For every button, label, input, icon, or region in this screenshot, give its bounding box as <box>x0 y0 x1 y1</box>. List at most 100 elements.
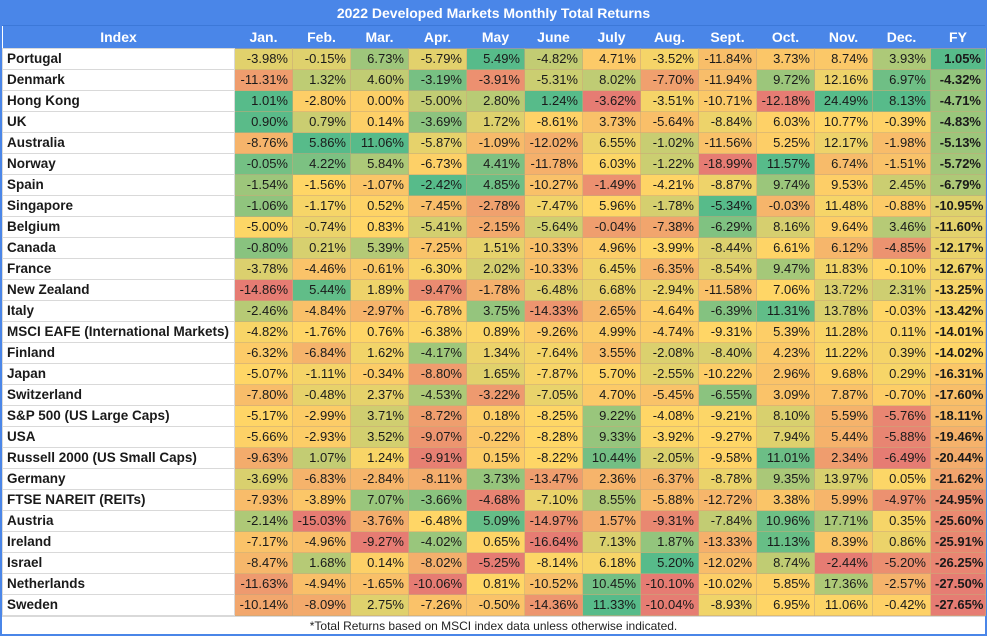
monthly-return-cell: -8.78% <box>698 468 757 490</box>
table-row: New Zealand -14.86% 5.44% 1.89% -9.47% -1.78%… <box>2 279 986 301</box>
monthly-return-cell: -1.17% <box>292 195 351 217</box>
monthly-return-cell: 0.65% <box>466 531 525 553</box>
monthly-return-cell: 10.45% <box>582 573 641 595</box>
monthly-return-cell: -2.42% <box>408 174 467 196</box>
monthly-return-cell: -14.33% <box>524 300 583 322</box>
monthly-return-cell: 1.07% <box>292 447 351 469</box>
monthly-return-cell: -0.70% <box>872 384 931 406</box>
monthly-return-cell: 6.55% <box>582 132 641 154</box>
table-row: France -3.78% -4.46% -0.61% -6.30% 2.02% -10.3… <box>2 258 986 280</box>
monthly-return-cell: 6.12% <box>814 237 873 259</box>
monthly-return-cell: -2.99% <box>292 405 351 427</box>
monthly-return-cell: -3.69% <box>408 111 467 133</box>
monthly-return-cell: -9.91% <box>408 447 467 469</box>
monthly-return-cell: 11.22% <box>814 342 873 364</box>
monthly-return-cell: -6.37% <box>640 468 699 490</box>
monthly-return-cell: 17.36% <box>814 573 873 595</box>
monthly-return-cell: 0.52% <box>350 195 409 217</box>
monthly-return-cell: 8.55% <box>582 489 641 511</box>
fy-return-cell: -21.62% <box>930 468 986 490</box>
index-name-cell: S&P 500 (US Large Caps) <box>2 405 235 427</box>
monthly-return-cell: -4.68% <box>466 489 525 511</box>
monthly-return-cell: 5.99% <box>814 489 873 511</box>
index-name-cell: France <box>2 258 235 280</box>
monthly-return-cell: 0.86% <box>872 531 931 553</box>
monthly-return-cell: 4.96% <box>582 237 641 259</box>
fy-return-cell: -5.13% <box>930 132 986 154</box>
monthly-return-cell: 0.21% <box>292 237 351 259</box>
monthly-return-cell: 8.74% <box>756 552 815 574</box>
monthly-return-cell: -8.47% <box>234 552 293 574</box>
fy-return-cell: -27.65% <box>930 594 986 616</box>
monthly-return-cell: 5.70% <box>582 363 641 385</box>
monthly-return-cell: 5.96% <box>582 195 641 217</box>
table-row: UK 0.90% 0.79% 0.14% -3.69% 1.72% -8.61% 3.73% -… <box>2 111 986 133</box>
index-name-cell: Germany <box>2 468 235 490</box>
monthly-return-cell: -1.49% <box>582 174 641 196</box>
monthly-return-cell: -10.27% <box>524 174 583 196</box>
monthly-return-cell: -13.47% <box>524 468 583 490</box>
monthly-return-cell: -5.00% <box>408 90 467 112</box>
monthly-return-cell: 6.97% <box>872 69 931 91</box>
index-name-cell: Switzerland <box>2 384 235 406</box>
fy-return-cell: -24.95% <box>930 489 986 511</box>
monthly-return-cell: -8.09% <box>292 594 351 616</box>
column-header-fy: FY <box>930 26 986 49</box>
monthly-return-cell: 1.57% <box>582 510 641 532</box>
monthly-return-cell: 8.13% <box>872 90 931 112</box>
monthly-return-cell: -9.21% <box>698 405 757 427</box>
monthly-return-cell: -1.07% <box>350 174 409 196</box>
monthly-return-cell: -7.47% <box>524 195 583 217</box>
monthly-return-cell: -8.87% <box>698 174 757 196</box>
monthly-return-cell: 0.00% <box>350 90 409 112</box>
fy-return-cell: 1.05% <box>930 48 986 70</box>
monthly-return-cell: 1.72% <box>466 111 525 133</box>
monthly-return-cell: 24.49% <box>814 90 873 112</box>
monthly-return-cell: -5.88% <box>640 489 699 511</box>
monthly-return-cell: -10.71% <box>698 90 757 112</box>
monthly-return-cell: 5.25% <box>756 132 815 154</box>
monthly-return-cell: -9.58% <box>698 447 757 469</box>
monthly-return-cell: -0.04% <box>582 216 641 238</box>
monthly-return-cell: 7.87% <box>814 384 873 406</box>
fy-return-cell: -4.83% <box>930 111 986 133</box>
monthly-return-cell: 6.73% <box>350 48 409 70</box>
monthly-return-cell: 0.76% <box>350 321 409 343</box>
index-name-cell: Australia <box>2 132 235 154</box>
table-row: S&P 500 (US Large Caps) -5.17% -2.99% 3.71%… <box>2 405 986 427</box>
monthly-return-cell: -1.11% <box>292 363 351 385</box>
monthly-return-cell: 6.68% <box>582 279 641 301</box>
monthly-return-cell: -8.14% <box>524 552 583 574</box>
monthly-return-cell: 1.01% <box>234 90 293 112</box>
table-row: Ireland -7.17% -4.96% -9.27% -4.02% 0.65% -16.… <box>2 531 986 553</box>
monthly-return-cell: -7.25% <box>408 237 467 259</box>
monthly-return-cell: -4.85% <box>872 237 931 259</box>
column-header-oct: Oct. <box>756 26 815 49</box>
monthly-return-cell: 5.44% <box>292 279 351 301</box>
monthly-return-cell: -0.61% <box>350 258 409 280</box>
header-row: Index Jan. Feb. Mar. Apr. May June July … <box>2 26 986 49</box>
monthly-return-cell: 0.15% <box>466 447 525 469</box>
monthly-return-cell: -3.19% <box>408 69 467 91</box>
monthly-return-cell: 5.44% <box>814 426 873 448</box>
monthly-return-cell: 4.71% <box>582 48 641 70</box>
monthly-return-cell: -8.44% <box>698 237 757 259</box>
monthly-return-cell: 11.83% <box>814 258 873 280</box>
monthly-return-cell: -2.93% <box>292 426 351 448</box>
table-row: Portugal -3.98% -0.15% 6.73% -5.79% 5.49% -4.8… <box>2 48 986 70</box>
monthly-return-cell: -8.80% <box>408 363 467 385</box>
monthly-return-cell: -0.22% <box>466 426 525 448</box>
monthly-return-cell: -6.39% <box>698 300 757 322</box>
table-row: Hong Kong 1.01% -2.80% 0.00% -5.00% 2.80% 1.24… <box>2 90 986 112</box>
monthly-return-cell: -11.63% <box>234 573 293 595</box>
monthly-return-cell: -0.10% <box>872 258 931 280</box>
table-body: Portugal -3.98% -0.15% 6.73% -5.79% 5.49% -4.8… <box>2 48 986 616</box>
column-header-jan: Jan. <box>234 26 293 49</box>
index-name-cell: FTSE NAREIT (REITs) <box>2 489 235 511</box>
monthly-return-cell: -12.18% <box>756 90 815 112</box>
monthly-return-cell: -3.62% <box>582 90 641 112</box>
monthly-return-cell: 13.72% <box>814 279 873 301</box>
index-name-cell: Norway <box>2 153 235 175</box>
monthly-return-cell: -1.09% <box>466 132 525 154</box>
monthly-return-cell: -10.06% <box>408 573 467 595</box>
